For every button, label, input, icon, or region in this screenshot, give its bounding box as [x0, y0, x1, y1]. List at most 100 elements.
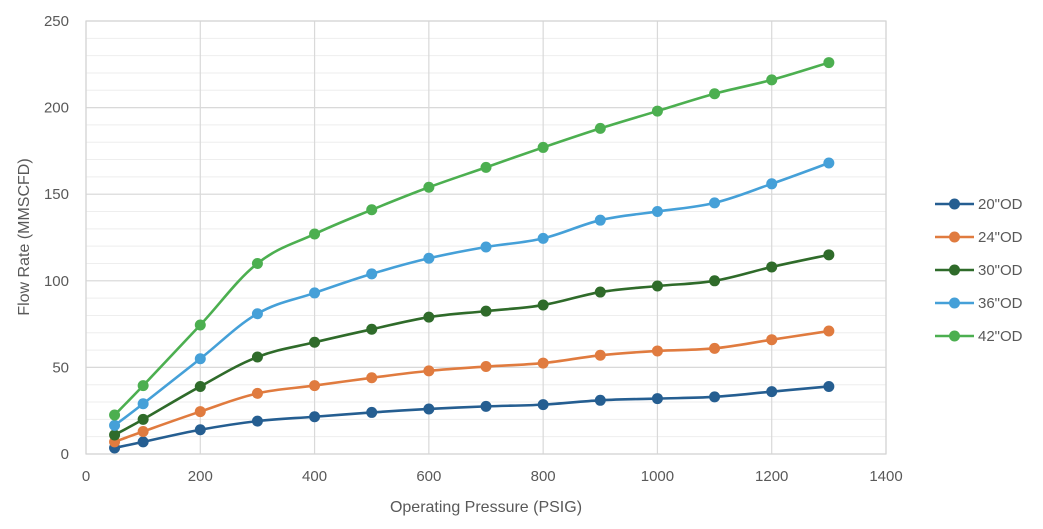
y-axis-title: Flow Rate (MMSCFD) [16, 158, 33, 315]
data-point [251, 308, 263, 320]
data-point [651, 393, 663, 405]
x-axis-tick-labels: 0 200 400 600 800 1000 1200 1400 [82, 468, 903, 485]
series-line [114, 385, 829, 450]
series-line [113, 161, 830, 427]
data-point [251, 257, 263, 269]
plot-area-border [85, 20, 887, 455]
data-point [480, 161, 492, 173]
series-30od [109, 249, 835, 441]
data-point [480, 241, 492, 253]
series-24od [109, 325, 835, 448]
data-point [309, 228, 321, 240]
data-point [823, 325, 835, 337]
data-point [823, 57, 835, 69]
legend-label: 42"OD [978, 328, 1023, 345]
x-tick-label: 1200 [755, 468, 788, 485]
data-point [651, 105, 663, 117]
legend-marker [949, 297, 960, 309]
legend-label: 36"OD [978, 295, 1023, 312]
data-point [137, 380, 149, 392]
data-point [480, 361, 492, 373]
legend-marker [949, 264, 960, 276]
data-point [766, 178, 778, 190]
data-point [137, 398, 149, 410]
x-tick-label: 600 [416, 468, 441, 485]
data-point [423, 252, 435, 264]
data-point [366, 323, 378, 335]
data-point [366, 406, 378, 418]
x-tick-label: 200 [188, 468, 213, 485]
data-point [251, 387, 263, 399]
minor-gridlines [86, 20, 886, 455]
y-tick-label: 150 [44, 186, 69, 203]
data-point [766, 261, 778, 273]
data-point [366, 372, 378, 384]
data-point [823, 157, 835, 169]
series-36od [109, 157, 835, 431]
data-point [480, 400, 492, 412]
series-20od [109, 380, 835, 454]
legend-item: 42"OD [935, 328, 1023, 345]
data-point [366, 204, 378, 216]
x-tick-label: 1400 [869, 468, 902, 485]
data-point [366, 268, 378, 280]
x-tick-label: 400 [302, 468, 327, 485]
data-point [194, 406, 206, 418]
data-point [594, 394, 606, 406]
y-tick-label: 100 [44, 273, 69, 290]
data-point [109, 429, 121, 441]
data-point [651, 280, 663, 292]
series-42od [109, 57, 835, 421]
data-point [309, 411, 321, 423]
data-point [251, 351, 263, 363]
data-point [651, 206, 663, 218]
legend-label: 24"OD [978, 229, 1023, 246]
x-tick-label: 1000 [641, 468, 674, 485]
data-point [194, 424, 206, 436]
data-point [537, 299, 549, 311]
data-point [309, 287, 321, 299]
y-tick-label: 0 [61, 446, 69, 463]
legend-item: 30"OD [935, 262, 1023, 279]
data-point [594, 214, 606, 226]
data-point [109, 409, 121, 421]
data-point [709, 391, 721, 403]
y-tick-label: 250 [44, 13, 69, 30]
legend-item: 24"OD [935, 229, 1023, 246]
data-point [109, 419, 121, 431]
data-point [423, 311, 435, 323]
legend-item: 20"OD [935, 196, 1023, 213]
data-point [766, 386, 778, 398]
major-gridlines [85, 20, 887, 455]
legend-marker [949, 231, 960, 243]
data-point [137, 436, 149, 448]
data-point [823, 249, 835, 261]
data-point [309, 380, 321, 392]
data-point [537, 232, 549, 244]
y-tick-label: 50 [52, 359, 69, 376]
data-point [709, 275, 721, 287]
data-point [766, 334, 778, 346]
x-tick-label: 800 [531, 468, 556, 485]
legend-marker [949, 330, 960, 342]
y-tick-label: 200 [44, 100, 69, 117]
data-point [194, 319, 206, 331]
data-point [480, 305, 492, 317]
data-point [423, 403, 435, 415]
data-point [594, 349, 606, 361]
data-point [709, 197, 721, 209]
data-point [709, 342, 721, 354]
data-point [594, 286, 606, 298]
data-point [194, 353, 206, 365]
x-axis-title: Operating Pressure (PSIG) [390, 499, 582, 516]
data-point [823, 380, 835, 392]
data-point [537, 141, 549, 153]
data-point [537, 357, 549, 369]
data-point [537, 399, 549, 411]
legend-label: 30"OD [978, 262, 1023, 279]
data-point [309, 336, 321, 348]
legend-label: 20"OD [978, 196, 1023, 213]
data-point [137, 413, 149, 425]
legend-item: 36"OD [935, 295, 1023, 312]
